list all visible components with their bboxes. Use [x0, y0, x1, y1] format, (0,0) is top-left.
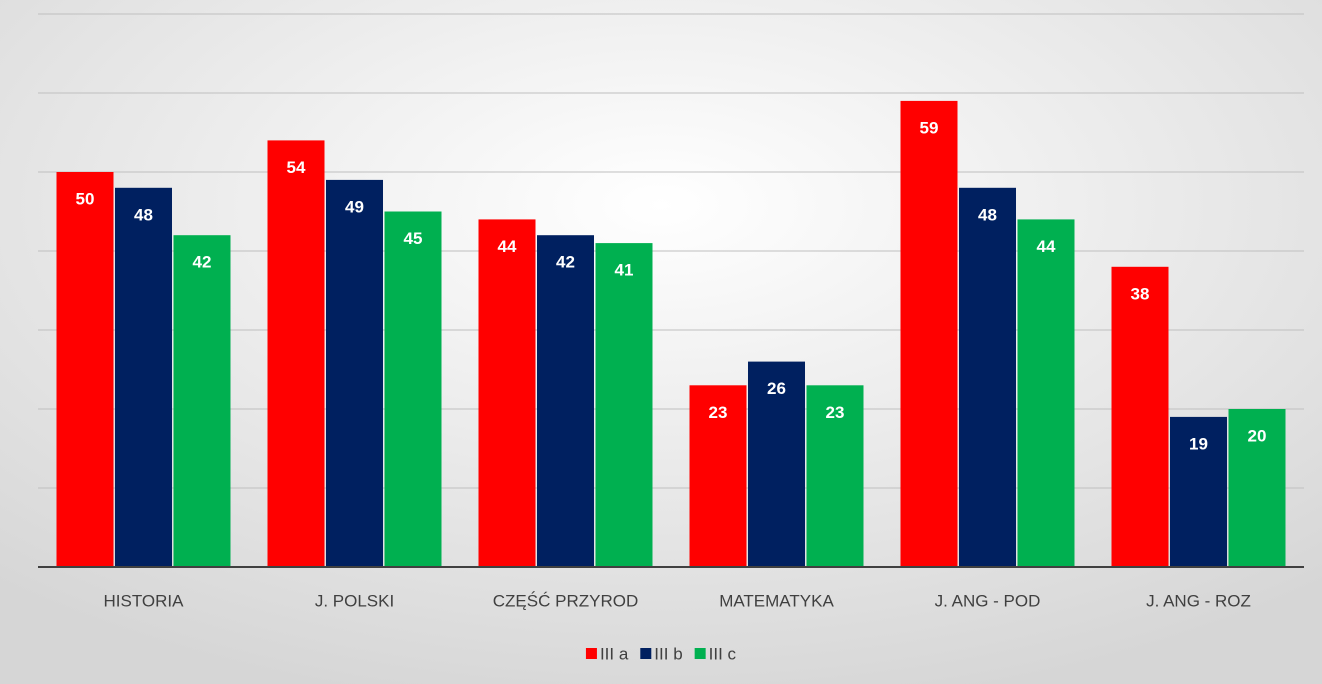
value-label: 50 [76, 189, 95, 208]
bar [384, 211, 442, 567]
value-label: 26 [767, 379, 786, 398]
legend-swatch [640, 648, 652, 659]
value-label: 59 [920, 118, 939, 137]
x-tick-label: CZĘŚĆ PRZYROD [493, 591, 638, 610]
value-label: 23 [826, 403, 845, 422]
value-label: 42 [193, 253, 212, 272]
value-label: 41 [615, 261, 634, 280]
legend-label: III a [600, 644, 629, 663]
bar [537, 235, 594, 567]
x-tick-label: J. POLSKI [315, 591, 394, 610]
bar [1170, 416, 1227, 567]
value-label: 44 [498, 237, 517, 256]
value-label: 48 [978, 205, 997, 224]
legend-label: III b [654, 644, 682, 663]
x-tick-label: J. ANG - POD [935, 591, 1041, 610]
x-tick-label: MATEMATYKA [719, 591, 834, 610]
x-tick-label: J. ANG - ROZ [1146, 591, 1251, 610]
value-label: 48 [134, 205, 153, 224]
value-label: 19 [1189, 434, 1208, 453]
value-label: 44 [1037, 237, 1056, 256]
value-label: 42 [556, 253, 575, 272]
value-label: 23 [709, 403, 728, 422]
value-label: 54 [287, 158, 306, 177]
bar [595, 243, 653, 567]
bar [56, 172, 114, 567]
bar [959, 187, 1016, 568]
bar [478, 219, 536, 567]
value-label: 45 [404, 229, 423, 248]
bar [115, 187, 172, 568]
bar [1017, 219, 1075, 567]
legend-label: III c [709, 644, 737, 663]
legend-swatch [694, 648, 706, 659]
bar [689, 385, 747, 567]
bar [900, 100, 958, 568]
legend-swatch [585, 648, 597, 659]
bar [326, 179, 383, 567]
value-label: 49 [345, 197, 364, 216]
value-label: 38 [1131, 284, 1150, 303]
bar [806, 385, 864, 567]
bar [173, 235, 231, 567]
bar [1111, 266, 1169, 567]
bar [267, 140, 325, 567]
value-label: 20 [1248, 426, 1267, 445]
bar [1228, 409, 1286, 567]
bar [748, 361, 805, 567]
x-tick-label: HISTORIA [104, 591, 185, 610]
